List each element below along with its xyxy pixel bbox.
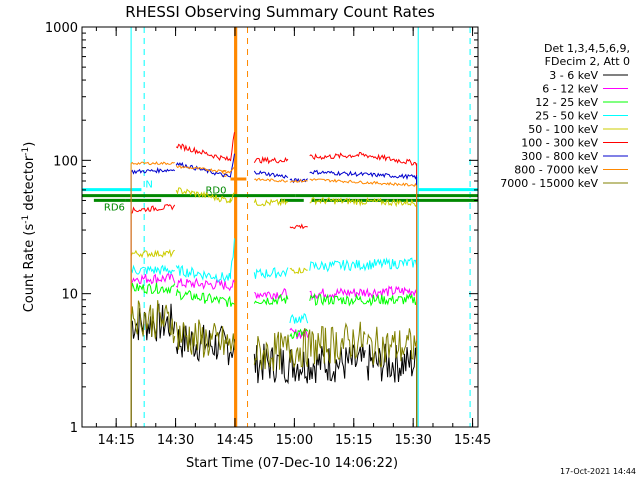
series-line bbox=[130, 272, 176, 285]
status-label: RD6 bbox=[104, 202, 125, 213]
x-tick-label: 15:45 bbox=[454, 433, 491, 448]
x-axis-label: Start Time (07-Dec-10 14:06:22) bbox=[186, 456, 398, 471]
series-line bbox=[254, 177, 288, 183]
y-tick-label: 1000 bbox=[45, 21, 78, 36]
series-line bbox=[175, 132, 235, 162]
legend-label: 12 - 25 keV bbox=[535, 96, 598, 109]
series-line bbox=[130, 161, 175, 166]
series-line bbox=[309, 169, 418, 181]
series-line bbox=[130, 166, 175, 175]
x-axis: 14:15 14:30 14:45 15:00 15:15 15:30 15:45 bbox=[95, 27, 491, 448]
legend-label: 50 - 100 keV bbox=[528, 123, 598, 136]
y-tick-label: 1 bbox=[70, 421, 78, 436]
legend-header-line-2: FDecim 2, Att 0 bbox=[545, 55, 630, 68]
footer-timestamp: 17-Oct-2021 14:44 bbox=[560, 467, 636, 476]
status-label: N bbox=[145, 180, 152, 191]
y-axis-label: Count Rate (s-1 detector-1) bbox=[21, 142, 37, 313]
series-line bbox=[130, 282, 176, 295]
x-tick-label: 15:15 bbox=[335, 433, 372, 448]
plot-frame bbox=[81, 26, 479, 428]
legend-header-line-1: Det 1,3,4,5,6,9, bbox=[544, 42, 630, 55]
series-line bbox=[253, 321, 366, 372]
series-line bbox=[175, 288, 235, 307]
x-tick-label: 14:30 bbox=[157, 433, 194, 448]
series-line bbox=[253, 170, 289, 179]
series-line bbox=[289, 178, 308, 183]
series-line bbox=[309, 257, 418, 273]
series-line bbox=[253, 197, 289, 207]
series-line bbox=[309, 178, 418, 188]
series-line bbox=[309, 196, 417, 208]
x-tick-label: 15:00 bbox=[276, 433, 313, 448]
series-line bbox=[309, 292, 418, 307]
legend-label: 300 - 800 keV bbox=[521, 150, 598, 163]
legend-label: 7000 - 15000 keV bbox=[500, 177, 598, 190]
series-line bbox=[130, 248, 175, 259]
legend-label: 100 - 300 keV bbox=[521, 137, 598, 150]
series-line bbox=[289, 223, 308, 230]
series-line bbox=[130, 264, 175, 276]
status-label: RD0 bbox=[205, 186, 226, 197]
series-line bbox=[309, 151, 418, 166]
chart-title: RHESSI Observing Summary Count Rates bbox=[125, 3, 435, 21]
series-line bbox=[130, 303, 176, 342]
series-line bbox=[254, 288, 289, 300]
status-bar-rd0: RD0 bbox=[82, 186, 478, 198]
y-tick-label: 100 bbox=[53, 154, 78, 169]
series-line bbox=[131, 204, 176, 214]
series-line bbox=[253, 155, 289, 165]
series-line bbox=[175, 164, 235, 174]
series-line bbox=[289, 312, 309, 324]
series-line bbox=[175, 187, 235, 204]
legend-label: 3 - 6 keV bbox=[549, 69, 598, 82]
legend-label: 25 - 50 keV bbox=[535, 110, 598, 123]
x-tick-label: 14:15 bbox=[97, 433, 134, 448]
series-line bbox=[130, 300, 176, 344]
series-line bbox=[366, 343, 418, 383]
x-tick-label: 14:45 bbox=[216, 433, 253, 448]
series-8 bbox=[130, 300, 418, 427]
y-axis: 1 10 100 1000 bbox=[45, 21, 478, 436]
series-line bbox=[175, 238, 235, 283]
legend-label: 800 - 7000 keV bbox=[514, 164, 598, 177]
y-tick-label: 10 bbox=[61, 288, 78, 303]
legend: Det 1,3,4,5,6,9, FDecim 2, Att 0 3 - 6 k… bbox=[500, 42, 630, 190]
series-line bbox=[175, 277, 235, 292]
series-line bbox=[253, 293, 289, 306]
x-tick-label: 15:30 bbox=[394, 433, 431, 448]
legend-label: 6 - 12 keV bbox=[542, 83, 598, 96]
series-line bbox=[175, 319, 235, 358]
flare-band bbox=[234, 27, 238, 427]
series-line bbox=[253, 267, 289, 279]
series-line bbox=[289, 267, 308, 275]
series-line bbox=[366, 326, 418, 368]
series-line bbox=[253, 343, 366, 385]
